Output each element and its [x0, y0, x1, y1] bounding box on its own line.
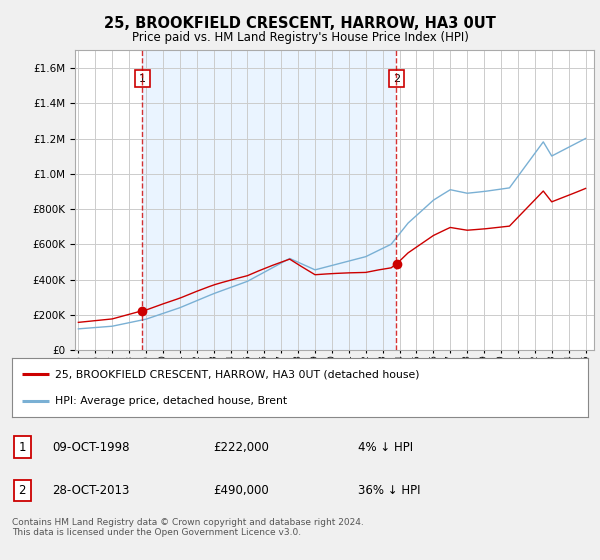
Text: 09-OCT-1998: 09-OCT-1998: [52, 441, 130, 454]
Text: 2: 2: [393, 73, 400, 83]
Bar: [142, 50, 397, 350]
Text: 25, BROOKFIELD CRESCENT, HARROW, HA3 0UT (detached house): 25, BROOKFIELD CRESCENT, HARROW, HA3 0UT…: [55, 369, 420, 379]
Text: Contains HM Land Registry data © Crown copyright and database right 2024.
This d: Contains HM Land Registry data © Crown c…: [12, 518, 364, 538]
Text: 28-OCT-2013: 28-OCT-2013: [52, 484, 130, 497]
Text: £222,000: £222,000: [214, 441, 269, 454]
Text: HPI: Average price, detached house, Brent: HPI: Average price, detached house, Bren…: [55, 396, 287, 407]
Text: Price paid vs. HM Land Registry's House Price Index (HPI): Price paid vs. HM Land Registry's House …: [131, 31, 469, 44]
Text: 1: 1: [19, 441, 26, 454]
Text: 1: 1: [139, 73, 146, 83]
Text: 2: 2: [19, 484, 26, 497]
Text: £490,000: £490,000: [214, 484, 269, 497]
Text: 4% ↓ HPI: 4% ↓ HPI: [358, 441, 413, 454]
Text: 36% ↓ HPI: 36% ↓ HPI: [358, 484, 420, 497]
Text: 25, BROOKFIELD CRESCENT, HARROW, HA3 0UT: 25, BROOKFIELD CRESCENT, HARROW, HA3 0UT: [104, 16, 496, 31]
